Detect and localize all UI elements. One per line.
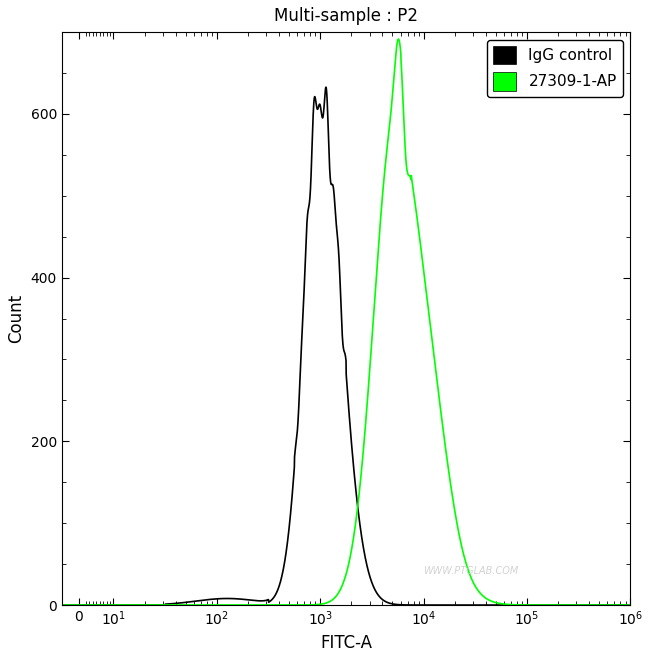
X-axis label: FITC-A: FITC-A — [320, 634, 372, 652]
Text: WWW.PTGLAB.COM: WWW.PTGLAB.COM — [424, 565, 519, 576]
Title: Multi-sample : P2: Multi-sample : P2 — [274, 7, 418, 25]
Legend: IgG control, 27309-1-AP: IgG control, 27309-1-AP — [487, 40, 623, 97]
Y-axis label: Count: Count — [7, 294, 25, 343]
